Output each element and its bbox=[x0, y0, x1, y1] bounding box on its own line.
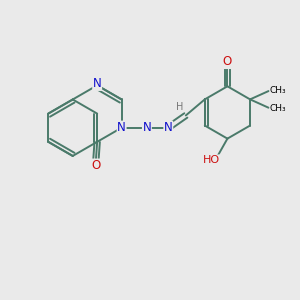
Text: N: N bbox=[93, 77, 102, 90]
Text: N: N bbox=[164, 121, 173, 134]
Text: O: O bbox=[223, 56, 232, 68]
Text: O: O bbox=[91, 159, 100, 172]
Text: H: H bbox=[176, 102, 183, 112]
Text: N: N bbox=[142, 121, 151, 134]
Text: CH₃: CH₃ bbox=[270, 104, 286, 113]
Text: N: N bbox=[117, 121, 126, 134]
Text: CH₃: CH₃ bbox=[270, 86, 286, 95]
Text: HO: HO bbox=[203, 155, 220, 165]
